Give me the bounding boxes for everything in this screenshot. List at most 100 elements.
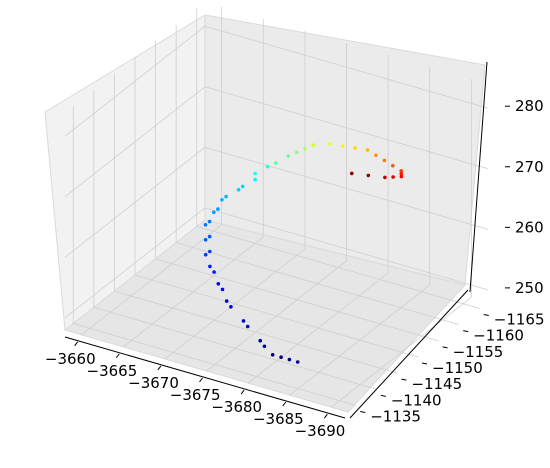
data-point <box>241 319 246 323</box>
data-point <box>286 154 291 158</box>
data-point <box>262 344 267 349</box>
axes-panes <box>44 14 486 413</box>
data-point <box>374 153 378 157</box>
data-point <box>240 184 245 189</box>
data-point <box>207 219 212 224</box>
y-tick-mark <box>360 411 366 414</box>
y-tick-mark <box>421 362 428 365</box>
data-point <box>279 355 283 360</box>
y-tick-mark <box>442 346 448 349</box>
data-point <box>208 249 212 254</box>
data-point <box>391 163 395 168</box>
data-point <box>203 223 208 227</box>
grid-line <box>64 147 206 258</box>
x-tick-mark <box>282 401 287 407</box>
data-point <box>258 338 263 343</box>
data-point <box>303 147 307 151</box>
x-axis-ticks: −3660−3665−3670−3675−3680−3685−3690 <box>45 341 346 440</box>
x-tick-label: −3685 <box>253 410 304 428</box>
data-point <box>229 305 233 309</box>
y-tick-mark <box>380 394 386 397</box>
data-point <box>216 207 220 211</box>
grid-line <box>204 207 489 291</box>
grid-line <box>64 86 206 198</box>
data-point <box>207 234 212 239</box>
grid-line <box>204 86 489 170</box>
x-tick-label: −3670 <box>128 374 179 392</box>
grid-line <box>64 207 206 319</box>
y-axis-ticks: −1135−1140−1145−1150−1155−1160−1165 <box>360 310 545 426</box>
data-point <box>245 324 250 329</box>
z-axis-ticks: 250 260 270 280 <box>505 97 544 297</box>
data-point <box>224 299 229 303</box>
data-point <box>274 161 278 165</box>
grid-line <box>93 306 377 390</box>
y-tick-label: −1155 <box>453 343 504 361</box>
data-point <box>340 144 345 148</box>
data-point <box>208 264 212 269</box>
data-point <box>287 357 292 362</box>
data-point <box>399 174 404 179</box>
data-point <box>220 198 224 202</box>
y-tick-mark <box>483 313 489 316</box>
z-axis-line <box>469 61 488 293</box>
grid-line <box>134 274 419 358</box>
grid-line <box>196 226 480 309</box>
data-point <box>216 282 221 286</box>
data-point <box>294 150 299 155</box>
data-point <box>253 177 257 182</box>
x-tick-label: −3680 <box>211 398 262 416</box>
data-point <box>203 238 208 242</box>
grid-line <box>176 242 460 326</box>
x-axis-line <box>64 336 346 419</box>
x-tick-mark <box>115 353 120 359</box>
grid-lines <box>64 6 489 408</box>
grid-line <box>204 146 489 230</box>
data-point <box>328 142 332 146</box>
data-point <box>391 175 395 179</box>
data-point <box>366 173 371 178</box>
z-tick-label: 270 <box>515 158 544 176</box>
data-point <box>224 194 228 199</box>
axis-lines <box>64 61 488 419</box>
y-tick-mark <box>401 378 407 381</box>
data-point <box>236 187 241 192</box>
y-tick-label: −1145 <box>411 375 462 393</box>
x-tick-label: −3660 <box>45 350 96 368</box>
z-tick-label: 250 <box>515 279 544 297</box>
data-point <box>270 353 275 357</box>
data-points <box>203 142 404 364</box>
data-point <box>295 360 300 364</box>
grid-line <box>64 25 206 137</box>
data-point <box>212 270 216 274</box>
y-tick-label: −1135 <box>370 408 421 426</box>
data-point <box>203 252 208 257</box>
data-point <box>365 148 370 152</box>
data-point <box>220 287 225 292</box>
x-tick-label: −3665 <box>87 362 138 380</box>
x-tick-label: −3690 <box>295 422 346 440</box>
y-tick-label: −1165 <box>494 310 545 328</box>
y-axis-line <box>349 289 469 419</box>
data-point <box>212 210 216 215</box>
y-tick-mark <box>463 330 469 333</box>
x-tick-mark <box>157 365 162 371</box>
grid-line <box>73 323 357 406</box>
data-point <box>383 175 387 180</box>
y-tick-label: −1140 <box>391 391 442 409</box>
grid-line <box>155 258 439 342</box>
x-tick-mark <box>323 413 328 419</box>
data-point <box>399 169 404 173</box>
x-tick-mark <box>240 389 245 395</box>
data-point <box>253 171 257 176</box>
x-tick-mark <box>199 377 203 383</box>
data-point <box>350 171 354 176</box>
grid-line <box>204 25 489 109</box>
data-point <box>265 164 270 169</box>
x-tick-label: −3675 <box>170 386 221 404</box>
data-point <box>311 143 316 147</box>
z-tick-label: 280 <box>515 97 544 115</box>
y-tick-label: −1150 <box>432 359 483 377</box>
data-point <box>382 158 387 163</box>
